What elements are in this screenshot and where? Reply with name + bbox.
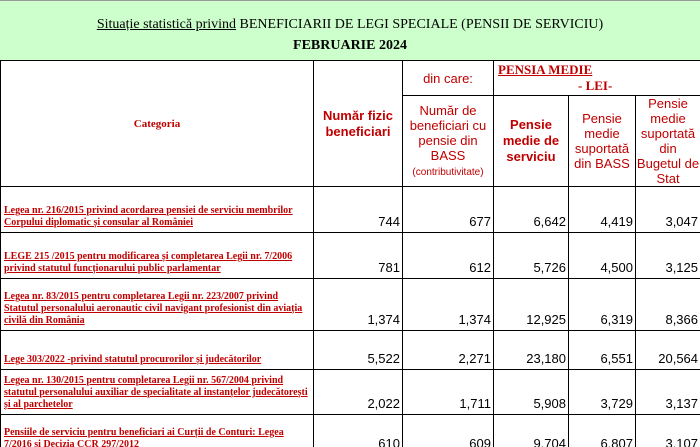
row-label: Legea nr. 216/2015 privind acordarea pen…	[0, 186, 314, 233]
cell-numar-bass: 1,711	[402, 369, 494, 415]
cell-numar-fizic: 5,522	[313, 330, 403, 370]
title-band: Situație statistică privind BENEFICIARII…	[0, 0, 700, 60]
header-pensie-serviciu: Pensie medie de serviciu	[493, 95, 569, 187]
cell-numar-fizic: 2,022	[313, 369, 403, 415]
header-numar-bass: Număr de beneficiari cu pensie din BASS …	[402, 95, 494, 187]
cell-pensie-buget: 3,047	[634, 186, 700, 233]
cell-pensie-serviciu: 23,180	[493, 330, 569, 370]
row-label: Legea nr. 130/2015 pentru completarea Le…	[0, 369, 314, 415]
beneficiaries-table: Categoria Număr fizic beneficiari din ca…	[0, 60, 700, 447]
cell-numar-bass: 612	[402, 232, 494, 279]
row-label: Pensiile de serviciu pentru beneficiari …	[0, 414, 314, 447]
cell-numar-bass: 677	[402, 186, 494, 233]
cell-pensie-buget: 3,137	[634, 369, 700, 415]
cell-pensie-bass: 6,319	[568, 278, 636, 331]
header-pensie-buget: Pensie medie suportată din Bugetul de St…	[634, 95, 700, 187]
period-label: FEBRUARIE 2024	[293, 38, 407, 53]
page-title: Situație statistică privind BENEFICIARII…	[0, 17, 700, 33]
header-category: Categoria	[0, 60, 314, 187]
cell-pensie-bass: 6,551	[568, 330, 636, 370]
cell-numar-bass: 1,374	[402, 278, 494, 331]
table-row: LEGE 215 /2015 pentru modificarea și com…	[0, 232, 700, 279]
cell-numar-fizic: 744	[313, 186, 403, 233]
row-label: Lege 303/2022 -privind statutul procuror…	[0, 330, 314, 370]
title-rest: BENEFICIARII DE LEGI SPECIALE (PENSII DE…	[239, 17, 604, 32]
pensia-medie-label: PENSIA MEDIE	[498, 62, 593, 77]
numar-bass-label: Număr de beneficiari cu pensie din BASS	[409, 102, 487, 163]
table-row: Lege 303/2022 -privind statutul procuror…	[0, 330, 700, 370]
cell-pensie-buget: 8,366	[634, 278, 700, 331]
row-label: LEGE 215 /2015 pentru modificarea și com…	[0, 232, 314, 279]
cell-pensie-bass: 3,729	[568, 369, 636, 415]
cell-pensie-serviciu: 9,704	[493, 414, 569, 447]
cell-pensie-bass: 4,500	[568, 232, 636, 279]
cell-pensie-bass: 4,419	[568, 186, 636, 233]
cell-numar-fizic: 781	[313, 232, 403, 279]
cell-numar-fizic: 1,374	[313, 278, 403, 331]
row-label: Legea nr. 83/2015 pentru completarea Leg…	[0, 278, 314, 331]
cell-pensie-bass: 6,807	[568, 414, 636, 447]
cell-pensie-serviciu: 12,925	[493, 278, 569, 331]
cell-pensie-buget: 20,564	[634, 330, 700, 370]
cell-numar-fizic: 610	[313, 414, 403, 447]
table-row: Legea nr. 216/2015 privind acordarea pen…	[0, 186, 700, 233]
title-prefix: Situație statistică privind	[96, 17, 237, 32]
table-row: Legea nr. 83/2015 pentru completarea Leg…	[0, 278, 700, 331]
header-pensie-bass: Pensie medie suportată din BASS	[568, 95, 636, 187]
header-pensia-medie: PENSIA MEDIE - LEI-	[492, 60, 700, 96]
table-row: Pensiile de serviciu pentru beneficiari …	[0, 414, 700, 447]
cell-pensie-buget: 3,107	[634, 414, 700, 447]
cell-numar-bass: 609	[402, 414, 494, 447]
cell-pensie-buget: 3,125	[634, 232, 700, 279]
header-din-care: din care:	[402, 60, 494, 96]
table-row: Legea nr. 130/2015 pentru completarea Le…	[0, 369, 700, 415]
cell-numar-bass: 2,271	[402, 330, 494, 370]
cell-pensie-serviciu: 5,908	[493, 369, 569, 415]
cell-pensie-serviciu: 5,726	[493, 232, 569, 279]
lei-label: - LEI-	[578, 78, 613, 93]
numar-bass-note: (contributivitate)	[412, 166, 484, 178]
header-numar-fizic: Număr fizic beneficiari	[313, 60, 403, 187]
cell-pensie-serviciu: 6,642	[493, 186, 569, 233]
